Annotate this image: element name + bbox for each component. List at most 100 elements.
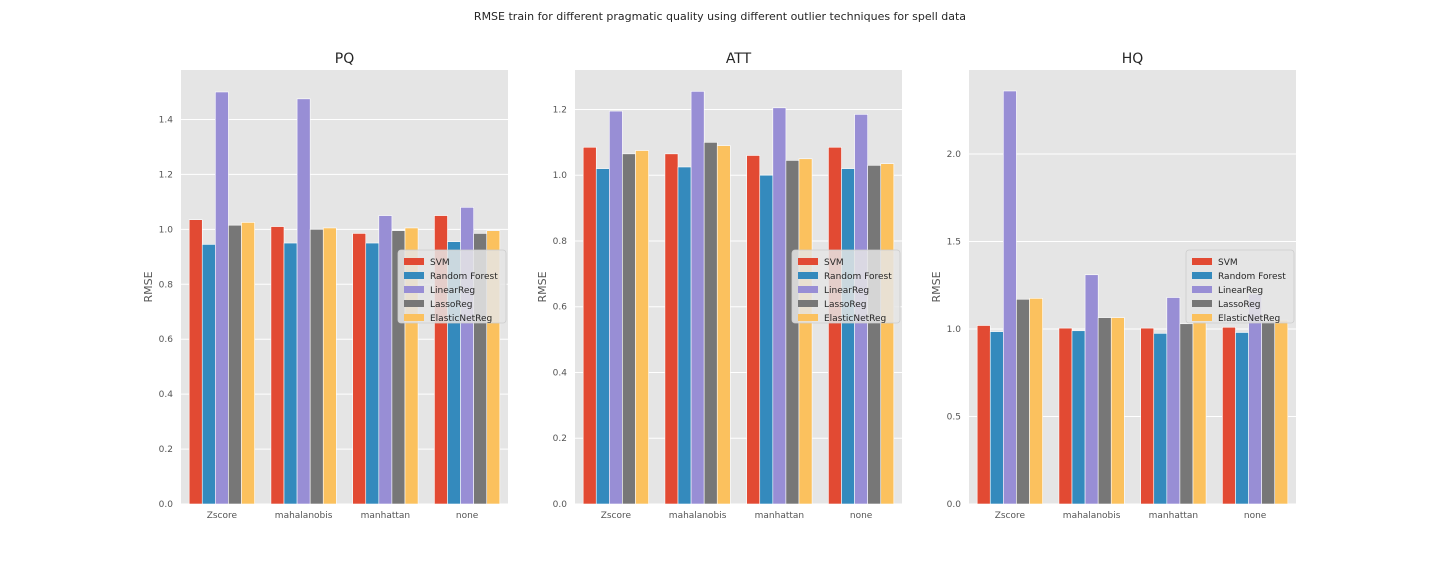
- x-tick-label: mahalanobis: [669, 511, 727, 521]
- y-tick-label: 0.5: [947, 413, 961, 423]
- legend-swatch: [404, 258, 424, 265]
- x-tick-label: none: [1244, 511, 1267, 521]
- bar-random-forest-none: [1235, 332, 1249, 505]
- bar-linearreg-mahalanobis: [296, 98, 311, 505]
- x-tick-label: mahalanobis: [275, 511, 333, 521]
- bar-lassoreg-zscore: [228, 224, 242, 505]
- bar-svm-mahalanobis: [1058, 327, 1073, 505]
- bar-svm-manhattan: [746, 155, 761, 505]
- bar-svm-zscore: [188, 219, 203, 505]
- y-tick-label: 2.0: [947, 150, 962, 160]
- bar-svm-manhattan: [352, 233, 367, 505]
- y-tick-label: 1.2: [159, 170, 173, 180]
- legend-entry: SVM: [430, 258, 450, 268]
- bar-elasticnetreg-zscore: [1029, 298, 1043, 505]
- figure-title: RMSE train for different pragmatic quali…: [474, 10, 966, 23]
- legend-box: [397, 249, 507, 324]
- legend: SVM Random Forest LinearReg LassoReg Elastic…: [397, 249, 507, 324]
- legend-entry: SVM: [1218, 258, 1238, 268]
- legend-swatch: [798, 272, 818, 279]
- legend-entry: LassoReg: [824, 300, 867, 310]
- bar-lassoreg-mahalanobis: [309, 229, 324, 505]
- bar-random-forest-mahalanobis: [283, 242, 298, 505]
- panel-pq: 0.0 0.2 0.4 0.6 0.8 1.0 1.2 1.4 Zscore mahalanobi…: [142, 51, 508, 521]
- x-tick-label: manhattan: [361, 511, 410, 521]
- panel-title: HQ: [1122, 51, 1144, 67]
- legend-swatch: [404, 314, 424, 321]
- panel-hq: 0.0 0.5 1.0 1.5 2.0 Zscore mahalanobis manhatta…: [930, 51, 1296, 521]
- y-tick-label: 1.5: [947, 238, 961, 248]
- legend-entry: SVM: [824, 258, 844, 268]
- y-axis-label: RMSE: [536, 271, 549, 302]
- bar-linearreg-zscore: [609, 110, 623, 505]
- bar-svm-none: [828, 146, 842, 505]
- panel-title: ATT: [726, 51, 752, 67]
- legend-swatch: [798, 300, 818, 307]
- y-tick-label: 1.0: [553, 171, 568, 181]
- y-tick-label: 1.4: [159, 115, 174, 125]
- bar-lassoreg-manhattan: [1179, 323, 1194, 505]
- bar-elasticnetreg-zscore: [635, 150, 649, 505]
- bar-elasticnetreg-mahalanobis: [1110, 317, 1125, 505]
- legend-swatch: [404, 300, 424, 307]
- bar-elasticnetreg-manhattan: [1192, 320, 1207, 505]
- bar-lassoreg-mahalanobis: [1097, 317, 1112, 505]
- y-tick-label: 0.0: [159, 500, 174, 510]
- legend-entry: LinearReg: [824, 286, 869, 296]
- y-tick-label: 1.0: [947, 325, 962, 335]
- bar-elasticnetreg-none: [880, 163, 895, 505]
- bar-linearreg-manhattan: [378, 215, 393, 505]
- y-tick-label: 0.8: [553, 237, 568, 247]
- bar-svm-zscore: [582, 146, 597, 505]
- bar-lassoreg-manhattan: [785, 160, 800, 505]
- y-axis-label: RMSE: [930, 271, 943, 302]
- bar-random-forest-none: [841, 168, 855, 505]
- y-tick-label: 0.0: [947, 500, 962, 510]
- bar-elasticnetreg-mahalanobis: [716, 145, 731, 505]
- bar-linearreg-zscore: [215, 91, 229, 505]
- bar-random-forest-manhattan: [365, 242, 380, 505]
- y-tick-label: 0.2: [159, 445, 173, 455]
- y-tick-label: 0.0: [553, 500, 568, 510]
- y-tick-label: 0.4: [553, 368, 568, 378]
- x-tick-label: none: [850, 511, 873, 521]
- bar-svm-mahalanobis: [270, 226, 285, 505]
- bar-lassoreg-mahalanobis: [703, 142, 718, 505]
- x-tick-label: mahalanobis: [1063, 511, 1121, 521]
- y-tick-label: 0.6: [553, 303, 568, 313]
- legend-swatch: [1192, 300, 1212, 307]
- legend-swatch: [404, 272, 424, 279]
- bar-random-forest-zscore: [989, 331, 1004, 505]
- bar-elasticnetreg-manhattan: [798, 158, 813, 505]
- legend-entry: ElasticNetReg: [430, 314, 492, 324]
- legend-entry: Random Forest: [824, 272, 892, 282]
- y-axis-label: RMSE: [142, 271, 155, 302]
- bar-random-forest-mahalanobis: [677, 166, 692, 505]
- bar-linearreg-zscore: [1003, 90, 1017, 505]
- legend-swatch: [798, 286, 818, 293]
- legend-box: [791, 249, 901, 324]
- legend-box: [1185, 249, 1295, 324]
- x-tick-label: Zscore: [601, 511, 632, 521]
- bar-linearreg-mahalanobis: [1084, 274, 1099, 505]
- legend-swatch: [1192, 272, 1212, 279]
- bar-linearreg-none: [1248, 293, 1262, 505]
- x-tick-label: manhattan: [1149, 511, 1198, 521]
- bar-elasticnetreg-zscore: [241, 222, 255, 505]
- x-tick-label: manhattan: [755, 511, 804, 521]
- bar-svm-mahalanobis: [664, 153, 679, 505]
- bar-elasticnetreg-none: [1274, 319, 1289, 505]
- legend-entry: LinearReg: [1218, 286, 1263, 296]
- legend-swatch: [404, 286, 424, 293]
- bar-svm-none: [1222, 326, 1236, 505]
- legend-entry: Random Forest: [1218, 272, 1286, 282]
- legend-entry: LassoReg: [430, 300, 473, 310]
- legend-entry: Random Forest: [430, 272, 498, 282]
- panel-att: 0.0 0.2 0.4 0.6 0.8 1.0 1.2 Zscore mahalanobis ma…: [536, 51, 902, 521]
- bar-random-forest-manhattan: [1153, 333, 1168, 505]
- bar-elasticnetreg-mahalanobis: [322, 227, 337, 505]
- bar-random-forest-mahalanobis: [1071, 330, 1086, 505]
- y-tick-label: 1.2: [553, 105, 567, 115]
- legend: SVM Random Forest LinearReg LassoReg Elastic…: [791, 249, 901, 324]
